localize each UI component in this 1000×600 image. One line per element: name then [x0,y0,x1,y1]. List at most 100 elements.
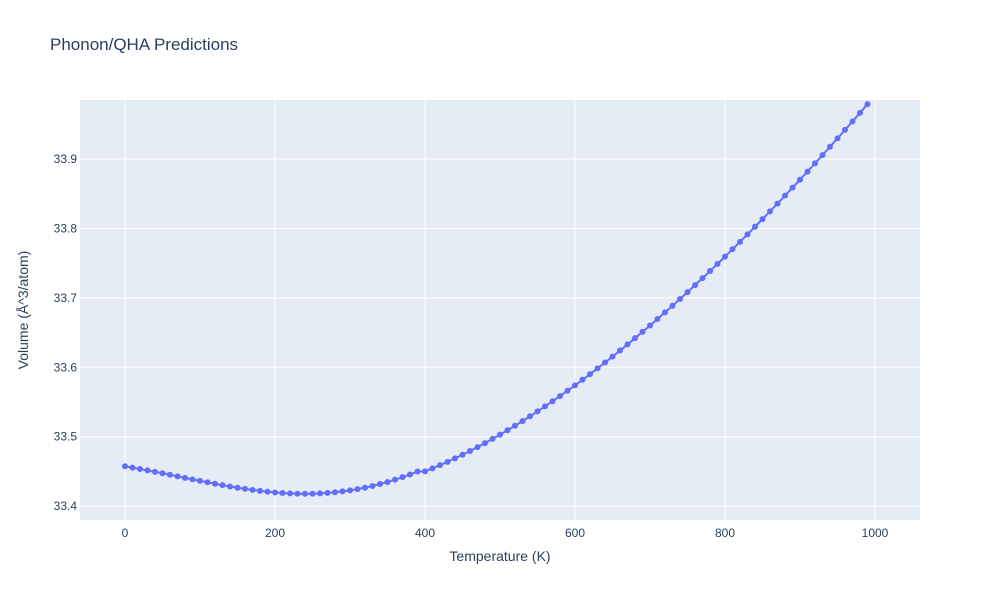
data-point[interactable] [557,393,563,400]
data-point[interactable] [474,444,481,451]
data-point[interactable] [272,489,278,496]
data-point[interactable] [504,427,511,434]
data-point[interactable] [587,371,593,378]
data-point[interactable] [864,101,871,108]
data-point[interactable] [444,458,451,465]
data-point[interactable] [369,482,376,489]
data-point[interactable] [684,289,691,296]
data-point[interactable] [579,376,586,383]
data-point[interactable] [767,208,773,215]
data-point[interactable] [219,482,226,489]
data-point[interactable] [594,365,601,372]
data-point[interactable] [692,282,698,289]
data-point[interactable] [287,490,293,497]
data-point[interactable] [354,486,361,493]
data-point[interactable] [534,408,541,415]
data-point[interactable] [302,490,308,497]
data-point[interactable] [167,471,173,478]
data-point[interactable] [362,484,368,491]
data-point[interactable] [152,468,158,475]
data-point[interactable] [182,474,188,481]
data-point[interactable] [279,489,286,496]
data-point[interactable] [452,455,458,462]
data-point[interactable] [654,315,661,322]
data-point[interactable] [662,309,668,316]
data-point[interactable] [429,465,436,472]
data-point[interactable] [399,474,406,481]
data-point[interactable] [617,347,623,354]
data-point[interactable] [234,484,241,491]
data-point[interactable] [564,387,571,394]
data-point[interactable] [699,275,706,282]
data-point[interactable] [602,359,608,366]
data-point[interactable] [159,470,166,477]
data-point[interactable] [249,486,256,493]
data-point[interactable] [834,135,841,142]
data-point[interactable] [774,200,781,207]
data-point[interactable] [137,465,143,472]
data-point[interactable] [527,413,533,420]
data-point[interactable] [639,328,646,335]
data-point[interactable] [324,489,331,496]
data-point[interactable] [789,184,796,191]
data-point[interactable] [257,487,263,494]
data-point[interactable] [204,479,211,486]
data-point[interactable] [144,467,151,474]
data-point[interactable] [414,468,421,475]
data-point[interactable] [294,490,301,497]
data-point[interactable] [519,418,526,425]
data-point[interactable] [804,168,811,175]
data-point[interactable] [189,476,196,483]
data-point[interactable] [737,238,743,245]
data-point[interactable] [729,246,736,253]
data-point[interactable] [827,143,833,150]
data-point[interactable] [714,260,721,267]
data-point[interactable] [857,109,863,116]
data-point[interactable] [129,464,136,471]
data-point[interactable] [497,431,503,438]
data-point[interactable] [459,451,466,458]
data-point[interactable] [122,463,128,470]
data-point[interactable] [377,481,383,488]
data-point[interactable] [849,118,856,125]
data-point[interactable] [542,403,548,410]
data-point[interactable] [242,485,248,492]
data-point[interactable] [842,126,848,133]
data-point[interactable] [482,440,488,447]
data-point[interactable] [317,490,323,497]
data-point[interactable] [707,268,713,275]
data-point[interactable] [489,435,496,442]
data-point[interactable] [174,473,181,480]
data-point[interactable] [212,480,218,487]
data-point[interactable] [677,295,683,302]
data-point[interactable] [347,487,353,494]
data-point[interactable] [632,335,638,342]
data-point[interactable] [227,483,233,490]
data-point[interactable] [797,176,803,183]
data-point[interactable] [467,447,473,454]
data-point[interactable] [669,302,676,309]
data-point[interactable] [422,468,428,475]
data-point[interactable] [759,216,766,223]
data-point[interactable] [332,489,338,496]
data-point[interactable] [572,382,578,389]
data-point[interactable] [812,160,818,167]
data-point[interactable] [782,192,788,199]
data-point[interactable] [407,471,413,478]
data-point[interactable] [309,490,316,497]
data-point[interactable] [819,152,826,159]
data-point[interactable] [339,488,346,495]
data-point[interactable] [647,322,653,329]
data-point[interactable] [624,341,631,348]
data-point[interactable] [197,477,203,484]
data-point[interactable] [752,223,758,230]
data-point[interactable] [549,398,556,405]
data-point[interactable] [512,422,518,429]
data-point[interactable] [437,462,443,469]
data-point[interactable] [722,253,728,260]
data-point[interactable] [384,478,391,485]
data-point[interactable] [264,488,271,495]
data-point[interactable] [609,353,616,360]
data-point[interactable] [744,231,751,238]
data-point[interactable] [392,476,398,483]
